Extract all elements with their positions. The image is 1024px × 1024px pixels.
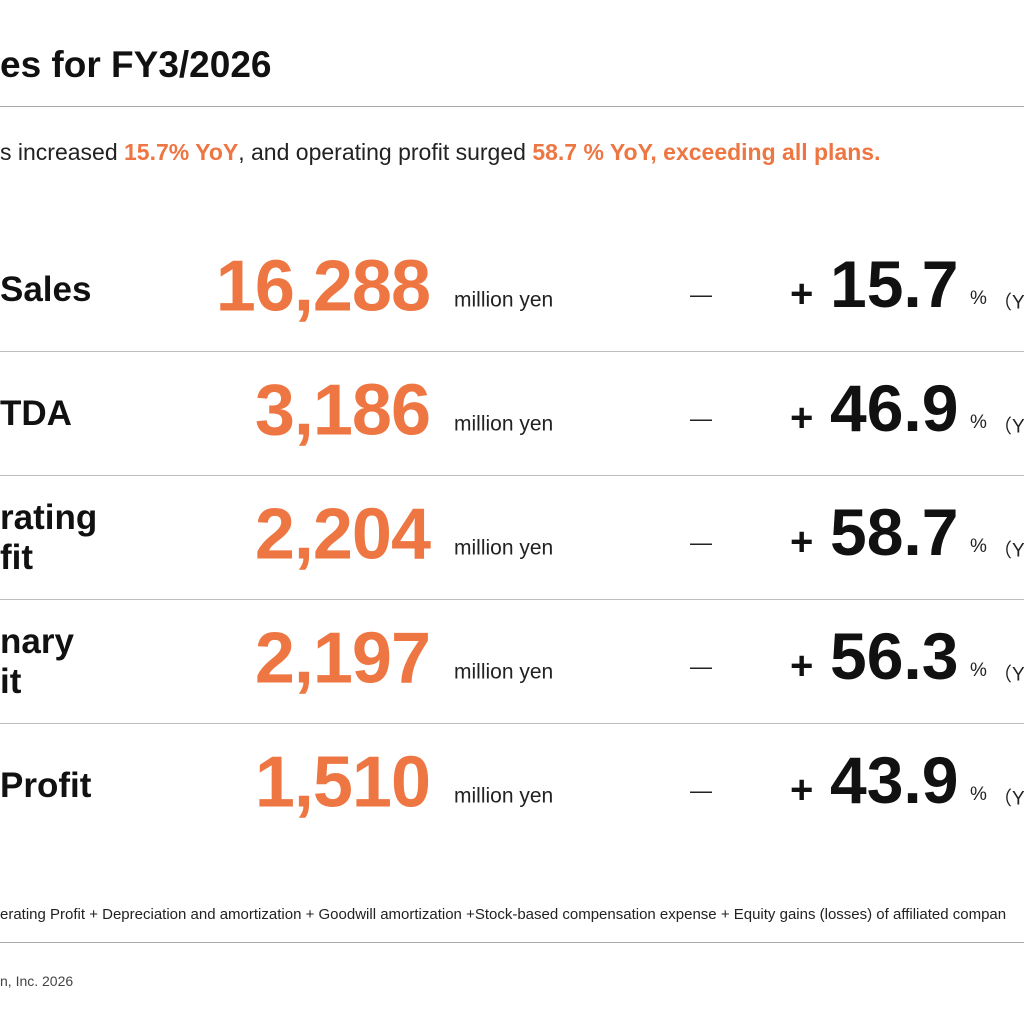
metric-plus-sign: +	[790, 644, 814, 688]
metric-row-sales: Sales 16,288 million yen — + 15.7 % （Y	[0, 228, 1024, 352]
metric-value: 2,197	[254, 618, 431, 699]
summary-part-1: s increased	[0, 139, 125, 165]
metric-percent-sign: %	[970, 411, 987, 433]
metric-dash: —	[690, 406, 712, 432]
row-divider	[0, 351, 1024, 352]
metric-label: TDA	[0, 394, 72, 433]
metric-plus-sign: +	[790, 272, 814, 316]
row-divider	[0, 599, 1024, 600]
metric-dash: —	[690, 654, 712, 680]
metric-label: Sales	[0, 270, 92, 309]
metric-value: 2,204	[254, 494, 431, 575]
metric-label: Profit	[0, 766, 92, 805]
metric-dash: —	[690, 778, 712, 804]
metric-yoy-note: （Y	[993, 664, 1024, 686]
metric-percent-sign: %	[970, 287, 987, 309]
metric-growth-percent: 15.7	[830, 246, 959, 321]
metric-growth-percent: 43.9	[830, 742, 959, 817]
metric-growth-percent: 56.3	[830, 618, 959, 693]
summary-text: s increased 15.7% YoY, and operating pro…	[0, 139, 880, 166]
summary-part-2: , and operating profit surged	[238, 139, 533, 165]
metric-unit: million yen	[454, 660, 554, 684]
metric-dash: —	[690, 530, 712, 556]
metric-value: 3,186	[254, 370, 431, 451]
metric-dash: —	[690, 282, 712, 308]
metric-plus-sign: +	[790, 768, 814, 812]
metric-plus-sign: +	[790, 396, 814, 440]
metric-yoy-note: （Y	[993, 292, 1024, 314]
row-divider	[0, 723, 1024, 724]
metric-value: 16,288	[215, 246, 431, 327]
metric-label: rating fit	[0, 498, 98, 577]
copyright: n, Inc. 2026	[0, 973, 74, 989]
page-title: es for FY3/2026	[0, 44, 272, 85]
metric-row-net-profit: Profit 1,510 million yen — + 43.9 % （Y	[0, 724, 1024, 848]
title-divider	[0, 106, 1024, 107]
metric-unit: million yen	[454, 536, 554, 560]
metric-yoy-note: （Y	[993, 416, 1024, 438]
metric-label: nary it	[0, 622, 74, 701]
footnote: erating Profit + Depreciation and amorti…	[0, 906, 1007, 923]
metric-plus-sign: +	[790, 520, 814, 564]
summary-highlight-profit-growth: 58.7 % YoY, exceeding all plans.	[532, 139, 881, 165]
metric-percent-sign: %	[970, 783, 987, 805]
metric-yoy-note: （Y	[993, 788, 1024, 810]
row-divider	[0, 475, 1024, 476]
metric-unit: million yen	[454, 784, 554, 808]
metric-growth-percent: 46.9	[830, 370, 959, 445]
metric-growth-percent: 58.7	[830, 494, 959, 569]
metric-unit: million yen	[454, 288, 554, 312]
summary-highlight-sales-growth: 15.7% YoY	[124, 139, 239, 165]
metric-row-ebitda: TDA 3,186 million yen — + 46.9 % （Y	[0, 352, 1024, 476]
metric-yoy-note: （Y	[993, 540, 1024, 562]
metric-percent-sign: %	[970, 659, 987, 681]
metric-unit: million yen	[454, 412, 554, 436]
metric-percent-sign: %	[970, 535, 987, 557]
metric-row-operating-profit: rating fit 2,204 million yen — + 58.7 % …	[0, 476, 1024, 600]
metric-value: 1,510	[254, 742, 431, 823]
footer-divider	[0, 942, 1024, 943]
metric-row-ordinary-profit: nary it 2,197 million yen — + 56.3 % （Y	[0, 600, 1024, 724]
